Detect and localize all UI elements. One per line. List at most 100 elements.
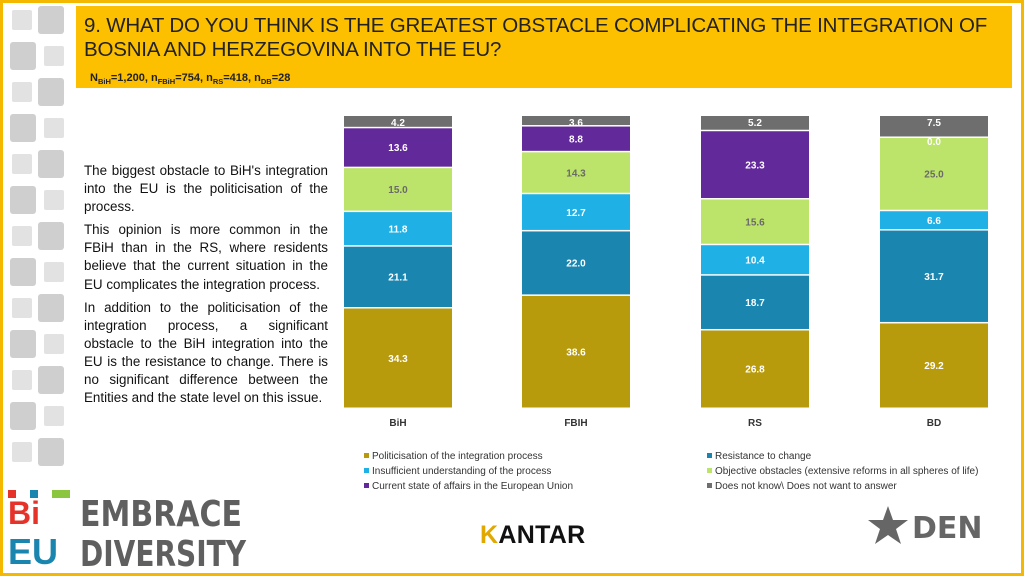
pattern-block — [10, 186, 36, 214]
embrace-diversity-logo: Bi EU EMBRACE DIVERSITY — [8, 490, 247, 570]
bar-value-label: 8.8 — [569, 134, 583, 145]
bar-segment — [701, 245, 809, 275]
pattern-block — [12, 154, 32, 174]
category-label: RS — [748, 418, 762, 429]
bar-value-label: 21.1 — [388, 273, 408, 284]
kantar-logo: KANTAR — [480, 521, 586, 549]
bar-value-label: 11.8 — [389, 224, 408, 235]
pattern-block — [12, 442, 32, 462]
pattern-block — [38, 150, 64, 178]
pattern-block — [12, 226, 32, 246]
pattern-block — [44, 118, 64, 138]
bar-value-label: 38.6 — [566, 347, 586, 358]
sample-bih: NBiH=1,200, — [90, 72, 151, 87]
legend-swatch — [364, 468, 369, 473]
legend-item: Objective obstacles (extensive reforms i… — [707, 466, 978, 477]
bar-segment — [880, 323, 988, 408]
logo-square-red — [8, 490, 16, 498]
legend-item: Current state of affairs in the European… — [364, 481, 573, 492]
sample-fbih: nFBiH=754, — [150, 72, 207, 87]
bar-value-label: 15.6 — [745, 217, 765, 228]
bar-segment — [880, 116, 988, 137]
category-label: FBIH — [564, 418, 587, 429]
pattern-block — [38, 438, 64, 466]
legend-label: Politicisation of the integration proces… — [372, 451, 543, 462]
pattern-block — [38, 294, 64, 322]
bar-segment — [344, 168, 452, 211]
den-text: DEN — [912, 511, 983, 546]
page-title: 9. WHAT DO YOU THINK IS THE GREATEST OBS… — [84, 14, 988, 61]
legend-item: Insufficient understanding of the proces… — [364, 466, 551, 477]
pattern-block — [44, 334, 64, 354]
legend-item: Politicisation of the integration proces… — [364, 451, 543, 462]
bar-segment — [701, 330, 809, 408]
pattern-block — [44, 262, 64, 282]
pattern-block — [38, 6, 64, 34]
bar-value-label: 23.3 — [745, 160, 765, 171]
bar-segment — [701, 131, 809, 199]
bar-value-label: 13.6 — [388, 143, 408, 154]
bar-segment — [522, 116, 630, 126]
pattern-block — [12, 82, 32, 102]
description-paragraph-2: This opinion is more common in the FBiH … — [84, 222, 328, 292]
sample-db: nDB=28 — [254, 72, 291, 87]
pattern-block — [38, 78, 64, 106]
bar-segment — [344, 246, 452, 308]
logo-embrace: EMBRACE — [80, 494, 242, 535]
bar-value-label: 15.0 — [388, 185, 408, 196]
pattern-block — [10, 42, 36, 70]
legend-swatch — [364, 483, 369, 488]
bar-value-label: 3.6 — [569, 118, 583, 129]
bar-segment — [880, 211, 988, 230]
sample-size-line: NBiH=1,200, nFBiH=754, nRS=418, nDB=28 — [90, 72, 290, 86]
bar-segment — [344, 308, 452, 408]
pattern-block — [10, 114, 36, 142]
bar-value-label: 0.0 — [927, 137, 941, 148]
category-label: BiH — [389, 418, 406, 429]
description-paragraph-3: In addition to the politicisation of the… — [84, 299, 328, 406]
logo-square-blue — [30, 490, 38, 498]
logo-bi: Bi — [8, 495, 40, 531]
sample-rs: nRS=418, — [206, 72, 255, 87]
bar-value-label: 25.0 — [924, 170, 944, 181]
bar-segment — [880, 230, 988, 322]
bar-segment — [701, 116, 809, 130]
pattern-block — [10, 258, 36, 286]
bar-value-label: 4.2 — [391, 118, 405, 129]
bar-segment — [522, 126, 630, 151]
header-banner: 9. WHAT DO YOU THINK IS THE GREATEST OBS… — [76, 6, 1012, 88]
bar-segment — [522, 152, 630, 193]
category-label: BD — [927, 418, 941, 429]
bar-value-label: 18.7 — [745, 298, 765, 309]
bar-segment — [344, 212, 452, 246]
legend-label: Resistance to change — [715, 451, 812, 462]
den-logo: DEN — [868, 506, 983, 546]
pattern-block — [10, 330, 36, 358]
bar-segment — [522, 231, 630, 295]
legend-item: Resistance to change — [707, 451, 811, 462]
pattern-block — [12, 298, 32, 318]
bar-segment — [522, 194, 630, 230]
bar-value-label: 14.3 — [566, 168, 586, 179]
logo-square-green — [52, 490, 70, 498]
legend-swatch — [707, 453, 712, 458]
bar-segment — [344, 128, 452, 167]
bar-value-label: 5.2 — [748, 118, 762, 129]
bar-value-label: 22.0 — [566, 259, 586, 270]
pattern-block — [44, 406, 64, 426]
logo-eu: EU — [8, 531, 58, 570]
bar-value-label: 6.6 — [927, 216, 941, 227]
bar-value-label: 7.5 — [927, 118, 941, 129]
legend-label: Insufficient understanding of the proces… — [372, 466, 552, 477]
bar-value-label: 12.7 — [566, 208, 586, 219]
pattern-block — [44, 46, 64, 66]
bar-value-label: 29.2 — [924, 361, 944, 372]
bar-value-label: 31.7 — [924, 272, 944, 283]
pattern-block — [12, 370, 32, 390]
pattern-block — [38, 366, 64, 394]
description-text: The biggest obstacle to BiH's integratio… — [84, 162, 328, 412]
pattern-block — [12, 10, 32, 30]
pattern-block — [38, 222, 64, 250]
legend-label: Objective obstacles (extensive reforms i… — [715, 466, 979, 477]
